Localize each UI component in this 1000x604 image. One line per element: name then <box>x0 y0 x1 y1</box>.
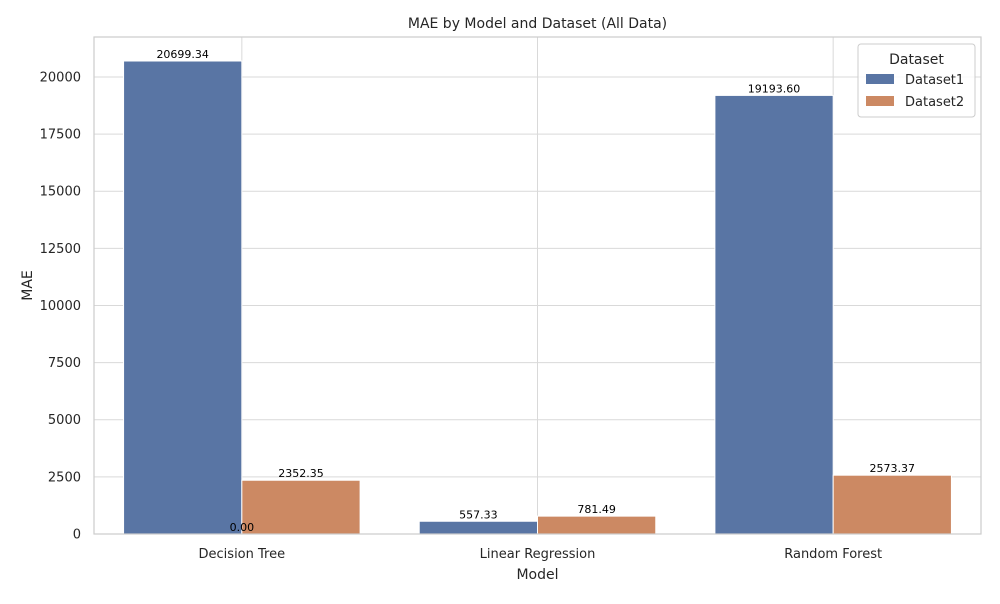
x-ticks-layer: Decision Tree Linear Regression Random For… <box>199 547 883 562</box>
data-label: 2352.35 <box>278 467 324 480</box>
bars-layer <box>123 60 952 535</box>
data-label: 2573.37 <box>870 462 916 475</box>
y-tick-label: 20000 <box>40 70 81 85</box>
data-label: 781.49 <box>577 503 616 516</box>
data-label-zero: 0.00 <box>230 521 255 534</box>
y-tick-label: 7500 <box>48 356 81 371</box>
legend-swatch-dataset1 <box>866 74 894 84</box>
y-tick-label: 10000 <box>40 299 81 314</box>
bar-dataset2 <box>832 474 952 535</box>
legend-title: Dataset <box>889 52 944 68</box>
legend: Dataset Dataset1 Dataset2 <box>857 43 976 118</box>
bar-dataset2 <box>241 479 361 535</box>
bar-dataset2 <box>537 515 657 535</box>
data-labels-layer: 20699.34 557.33 19193.60 2352.35 781.49 2573.… <box>156 48 915 534</box>
y-tick-label: 12500 <box>40 242 81 257</box>
x-tick-label: Random Forest <box>784 547 882 562</box>
x-tick-label: Linear Regression <box>480 547 596 562</box>
bar-dataset1 <box>418 520 539 535</box>
y-axis-label: MAE <box>20 270 36 301</box>
data-label: 19193.60 <box>748 82 801 95</box>
data-label: 557.33 <box>459 508 498 521</box>
data-label: 20699.34 <box>156 48 209 61</box>
x-axis-label: Model <box>516 567 558 583</box>
y-tick-label: 17500 <box>40 128 81 143</box>
y-ticks-layer: 0 2500 5000 7500 10000 12500 15000 17500 20000 <box>40 70 81 542</box>
bar-dataset1 <box>123 60 243 535</box>
plot-frame <box>93 36 982 535</box>
legend-swatch-dataset2 <box>866 96 894 106</box>
chart-title: MAE by Model and Dataset (All Data) <box>408 16 667 32</box>
x-tick-label: Decision Tree <box>199 547 286 562</box>
legend-label: Dataset2 <box>905 95 964 110</box>
legend-items: Dataset1 Dataset2 <box>866 73 964 110</box>
legend-label: Dataset1 <box>905 73 964 88</box>
y-tick-label: 5000 <box>48 413 81 428</box>
y-tick-label: 2500 <box>48 470 81 485</box>
y-tick-label: 0 <box>73 528 81 543</box>
bar-dataset1 <box>714 94 834 535</box>
y-tick-label: 15000 <box>40 185 81 200</box>
